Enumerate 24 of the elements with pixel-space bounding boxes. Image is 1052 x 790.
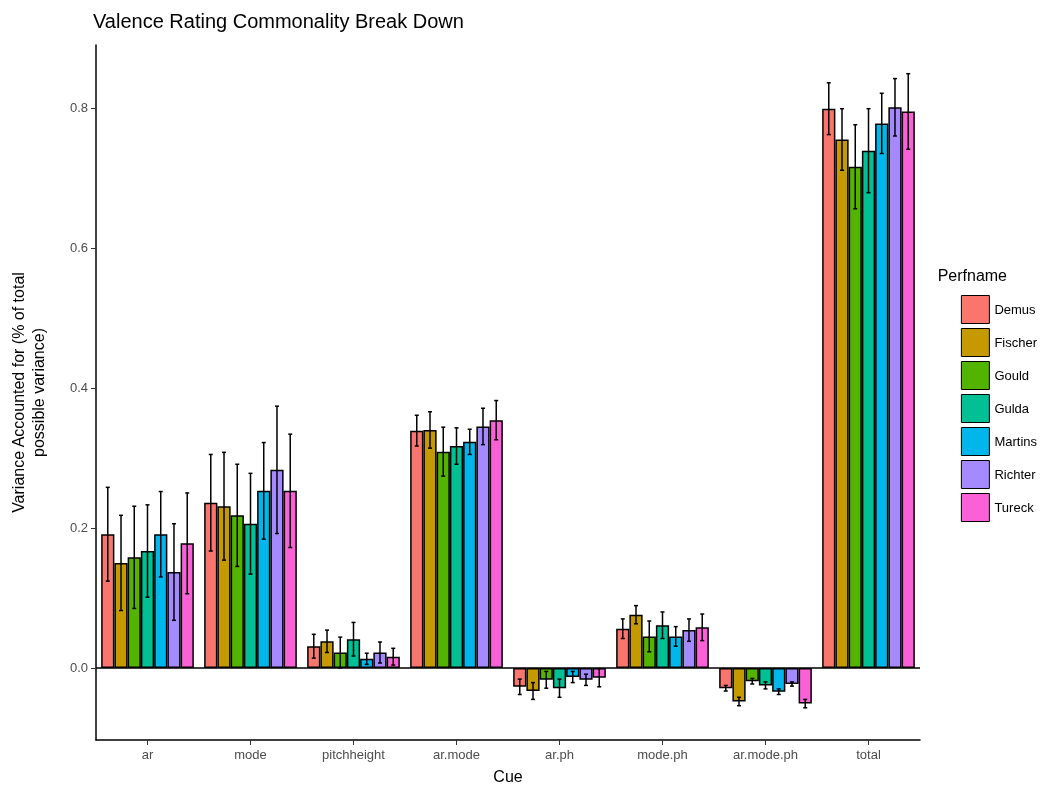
legend-label: Fischer xyxy=(994,335,1038,350)
legend-title: Perfname xyxy=(937,266,1008,284)
y-tick-label: 0.4 xyxy=(69,380,88,396)
legend-label: Tureck xyxy=(994,500,1035,515)
chart-title: Valence Rating Commonality Break Down xyxy=(93,10,464,32)
legend-label: Gulda xyxy=(994,401,1030,416)
x-axis-title: Cue xyxy=(493,767,523,785)
y-tick-label: 0.0 xyxy=(69,660,88,676)
x-tick-label: ar.mode xyxy=(433,747,480,762)
x-tick-label: total xyxy=(856,747,881,762)
y-tick-label: 0.2 xyxy=(69,520,88,536)
x-tick-label: ar.mode.ph xyxy=(732,747,799,762)
y-axis-title: Variance Accounted for (% of total possible variance) xyxy=(9,272,47,513)
legend-label: Martins xyxy=(994,434,1038,449)
x-tick-label: ar.ph xyxy=(545,747,574,762)
x-tick-label: mode.ph xyxy=(637,747,688,762)
x-tick-label: pitchheight xyxy=(322,747,386,762)
x-tick-label: ar xyxy=(141,747,154,762)
legend-label: Gould xyxy=(994,368,1030,383)
y-tick-label: 0.6 xyxy=(69,240,88,256)
legend-label: Demus xyxy=(994,302,1037,317)
y-tick-label: 0.8 xyxy=(69,100,88,116)
legend-label: Richter xyxy=(994,467,1037,482)
x-tick-label: mode xyxy=(234,747,267,762)
